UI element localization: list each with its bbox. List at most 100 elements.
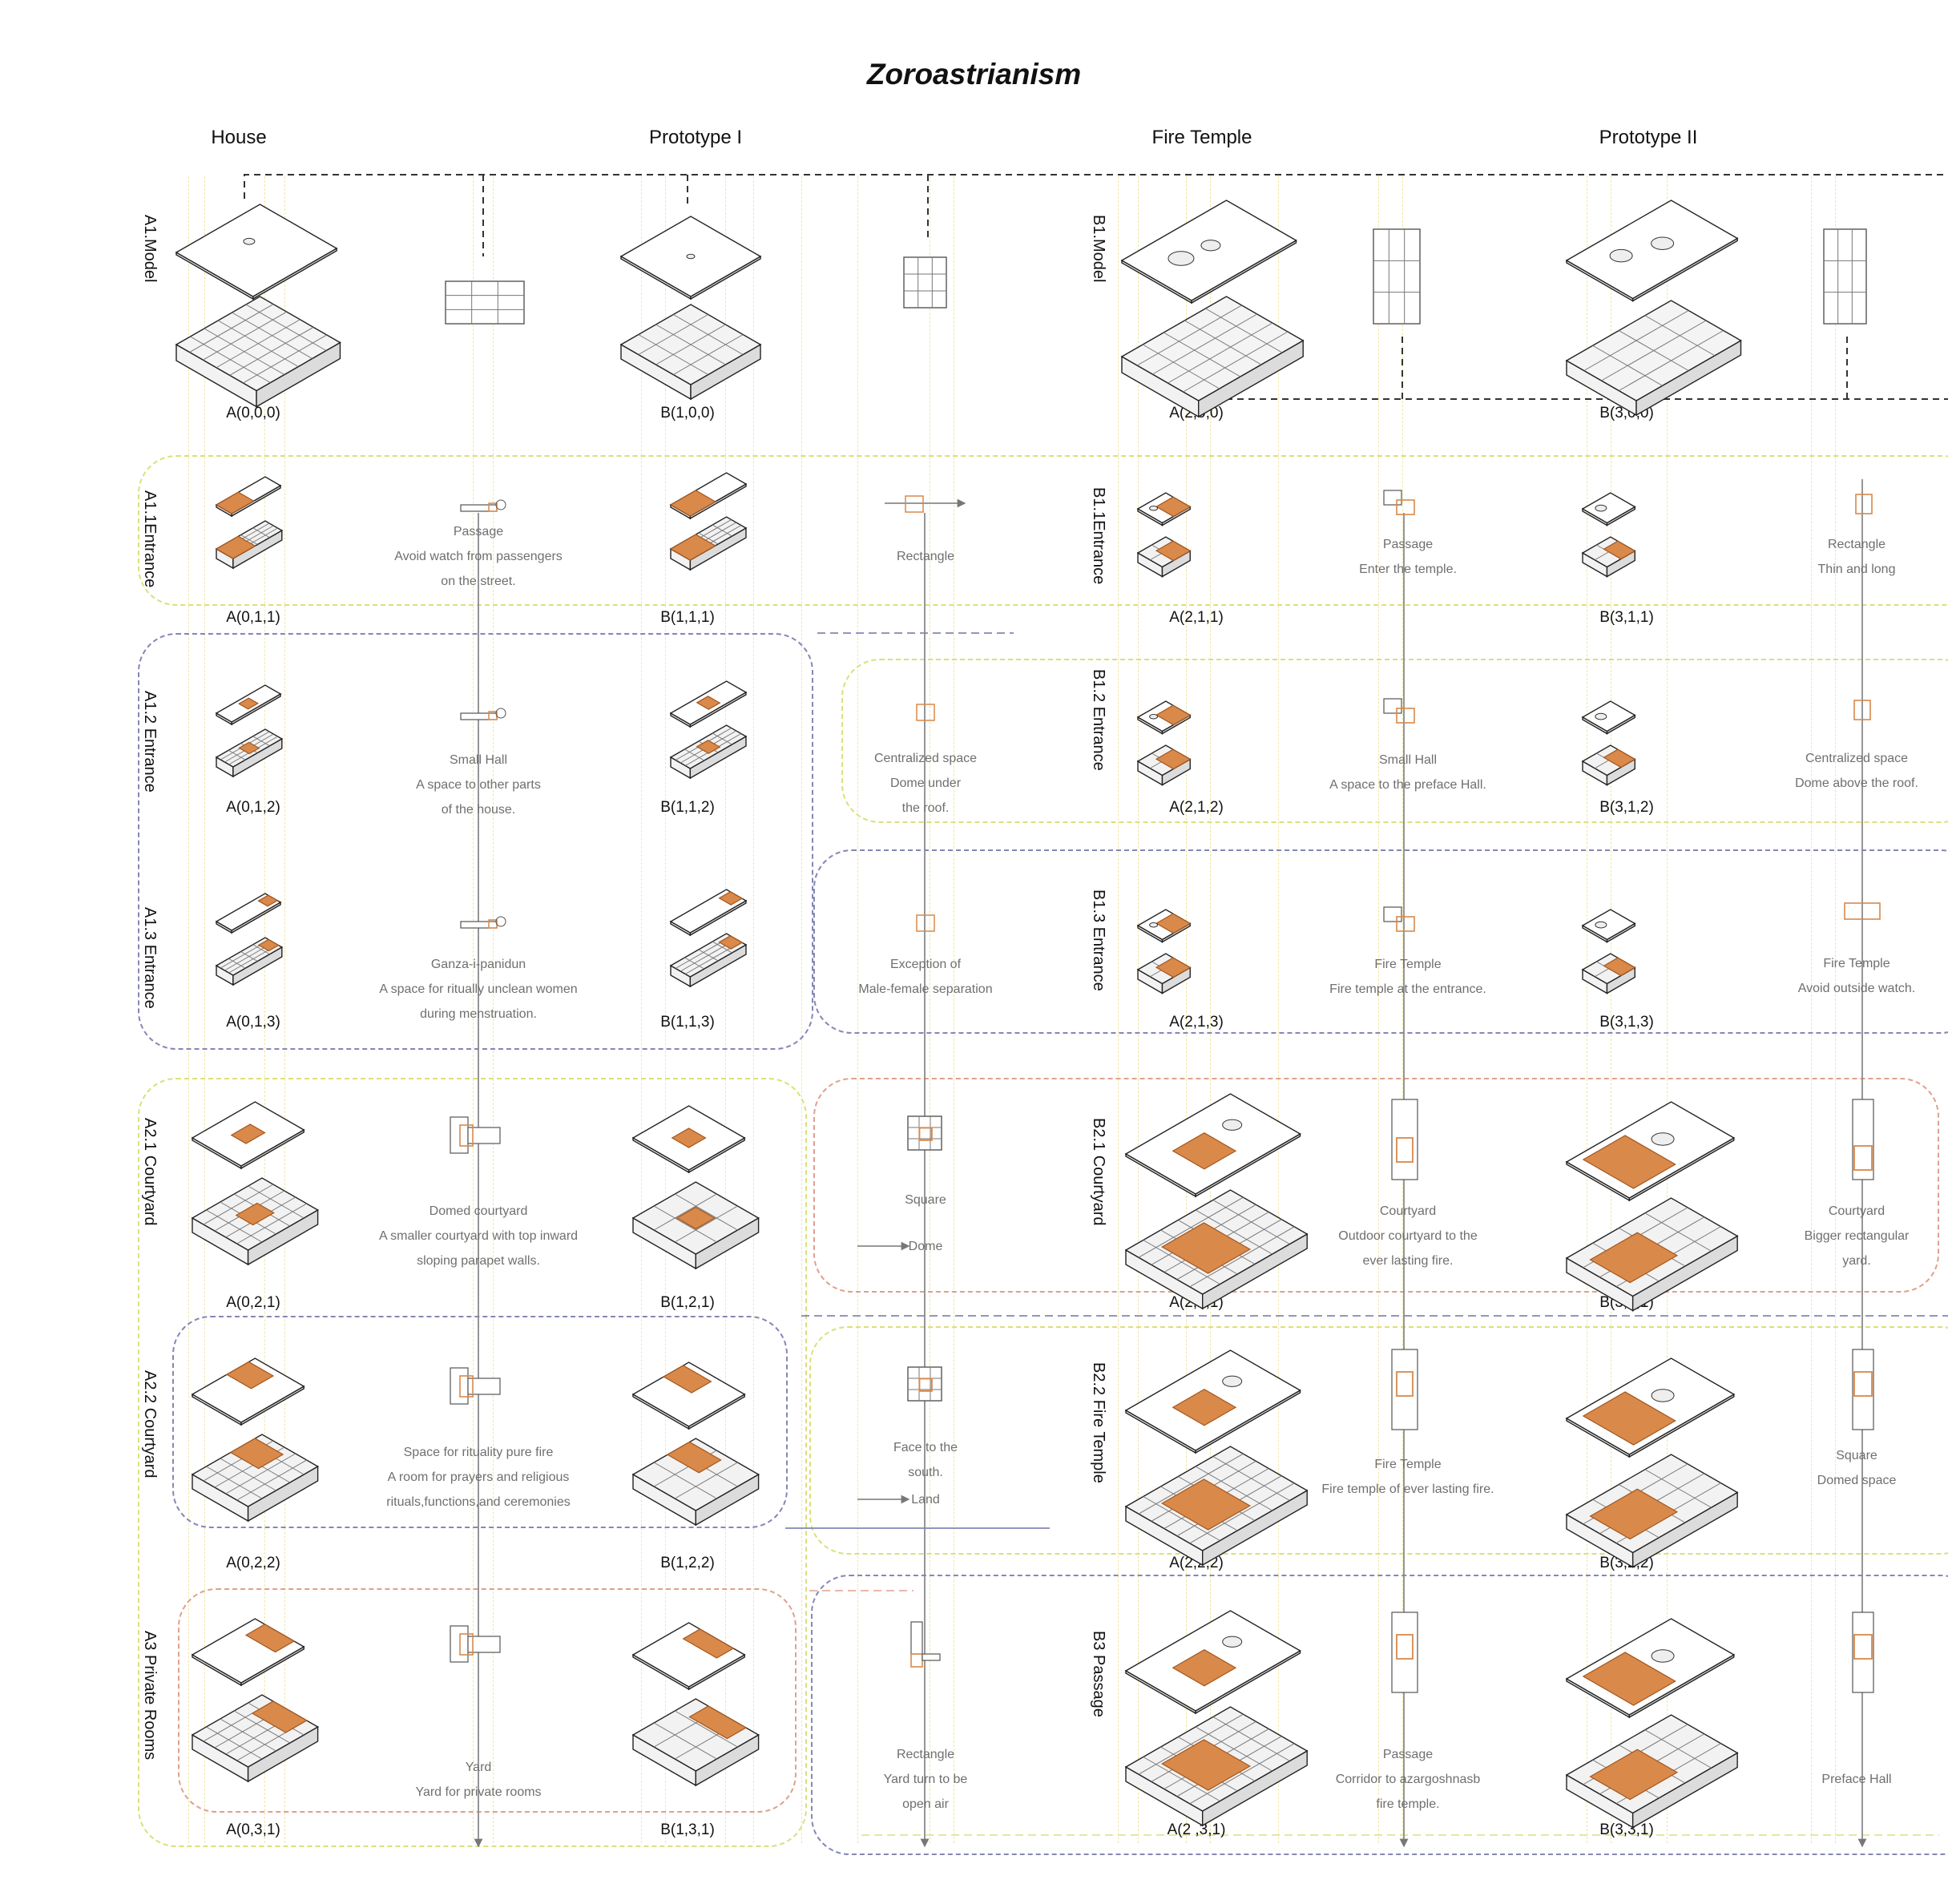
code-a213: A(2,1,3) [1169,1014,1224,1031]
glyph-entrance-0 [460,499,506,512]
code-b122: B(1,2,2) [660,1555,715,1571]
caption-a3-shape: Rectangle Yard turn to be open air [883,1748,968,1811]
house-a13 [215,893,284,986]
page-title: Zoroastrianism [866,58,1082,91]
column-fire-temple: Fire Temple [1151,127,1252,148]
group-a11 [138,455,1948,606]
glyph-entrance-2 [460,916,506,929]
group-a3 [178,1588,797,1813]
glyph-shape-1 [916,704,935,721]
proto2-a11 [1581,492,1636,578]
glyph-entrance-1 [460,708,506,720]
code-a021: A(0,2,1) [226,1294,280,1311]
code-b121: B(1,2,1) [660,1294,715,1311]
glyph-proto2-1 [1853,700,1871,720]
row-label-a1: A1.Model [141,215,159,283]
caption-a11-shape: Rectangle [896,550,955,563]
temple-a3 [1124,1610,1309,1827]
temple-a21 [1124,1093,1309,1310]
row-label-b11: B1.1Entrance [1090,487,1107,585]
glyph-proto2-plan-2 [1852,1612,1874,1693]
caption-b3: Passage Corridor to azargoshnasb fire temp… [1335,1748,1481,1811]
caption-a13: Ganza-i-panidun A space for ritually uncl… [379,958,578,1021]
caption-a22: Space for rituality pure fire A room for … [386,1446,571,1509]
code-b113: B(1,1,3) [660,1014,715,1031]
code-a231: A(2 ,3,1) [1167,1821,1226,1838]
house-a12 [215,684,284,778]
proto-a11 [669,472,748,571]
code-b311: B(3,1,1) [1599,609,1654,626]
temple-a11 [1136,492,1192,578]
model-prototype-1 [619,216,762,401]
house-a3 [191,1618,320,1783]
row-label-b21: B2.1 Courtyard [1090,1118,1107,1226]
glyph-temple-plan-1 [1391,1349,1418,1430]
row-label-b13: B1.3 Entrance [1090,889,1107,991]
code-a022: A(0,2,2) [226,1555,280,1571]
row-label-a13: A1.3 Entrance [141,907,159,1009]
glyph-temple-1 [1383,698,1415,724]
caption-b22: Fire Temple Fire temple of ever lasting f… [1321,1458,1494,1496]
glyph-proto2-plan-0 [1852,1099,1874,1180]
glyph-temple-0 [1383,490,1415,515]
group-a22 [172,1316,788,1528]
temple-a22 [1124,1349,1309,1567]
plan-prototype-2 [1823,228,1867,325]
house-a22 [191,1357,320,1523]
glyph-house-plan-2 [450,1625,501,1663]
glyph-square-0 [907,1115,942,1151]
proto2-a22 [1565,1357,1739,1568]
proto2-a13 [1581,909,1636,994]
caption-b11: Passage Enter the temple. [1359,538,1457,576]
proto-a21 [631,1105,760,1270]
caption-b22-shape: Square Domed space [1817,1449,1897,1487]
temple-a12 [1136,700,1192,786]
caption-a3: Yard Yard for private rooms [415,1761,542,1799]
caption-a22-land: Land [911,1493,940,1507]
model-prototype-2 [1565,200,1742,417]
glyph-shape-2 [916,914,935,932]
caption-a21-dome: Dome [908,1240,943,1253]
glyph-house-plan-0 [450,1116,501,1154]
caption-b21: Courtyard Outdoor courtyard to the ever la… [1338,1204,1478,1268]
group-b12 [841,659,1948,823]
glyph-rectangle-a3 [910,1621,941,1668]
glyph-temple-plan-2 [1391,1612,1418,1693]
row-label-a11: A1.1Entrance [141,490,159,588]
code-b131: B(1,3,1) [660,1821,715,1838]
glyph-shape-0 [905,495,924,513]
row-label-b12: B1.2 Entrance [1090,669,1107,771]
code-b111: B(1,1,1) [660,609,715,626]
plan-prototype-1 [903,256,947,309]
proto2-a21 [1565,1101,1739,1312]
code-a031: A(0,3,1) [226,1821,280,1838]
group-a2 [138,1078,807,1847]
code-a013: A(0,1,3) [226,1014,280,1031]
row-label-a22: A2.2 Courtyard [141,1370,159,1478]
glyph-temple-2 [1383,906,1415,932]
code-b100: B(1,0,0) [660,405,715,422]
model-fire-temple [1120,200,1305,418]
plan-fire-temple [1373,228,1421,325]
caption-b3-shape: Preface Hall [1821,1773,1892,1786]
code-a212: A(2,1,2) [1169,799,1224,816]
group-b13 [813,849,1948,1034]
caption-b12: Small Hall A space to the preface Hall. [1329,753,1486,792]
column-house: House [211,127,267,148]
glyph-temple-plan-0 [1391,1099,1418,1180]
caption-b21-shape: Courtyard Bigger rectangular yard. [1804,1204,1910,1268]
row-label-a3: A3 Private Rooms [141,1631,159,1761]
column-prototype-1: Prototype I [648,127,743,148]
caption-b12-shape: Centralized space Dome above the roof. [1795,752,1918,790]
proto-a22 [631,1361,760,1527]
caption-a13-shape: Exception of Male-female separation [858,958,993,996]
caption-a21-shape: Square [905,1193,946,1207]
code-a011: A(0,1,1) [226,609,280,626]
caption-a11: Passage Avoid watch from passengers on the… [394,525,563,588]
caption-b13-shape: Fire Temple Avoid outside watch. [1797,957,1916,995]
glyph-square-1 [907,1366,942,1402]
house-a21 [191,1101,320,1266]
caption-a12-shape: Centralized space Dome under the roof. [873,752,978,815]
proto-a12 [669,680,748,780]
